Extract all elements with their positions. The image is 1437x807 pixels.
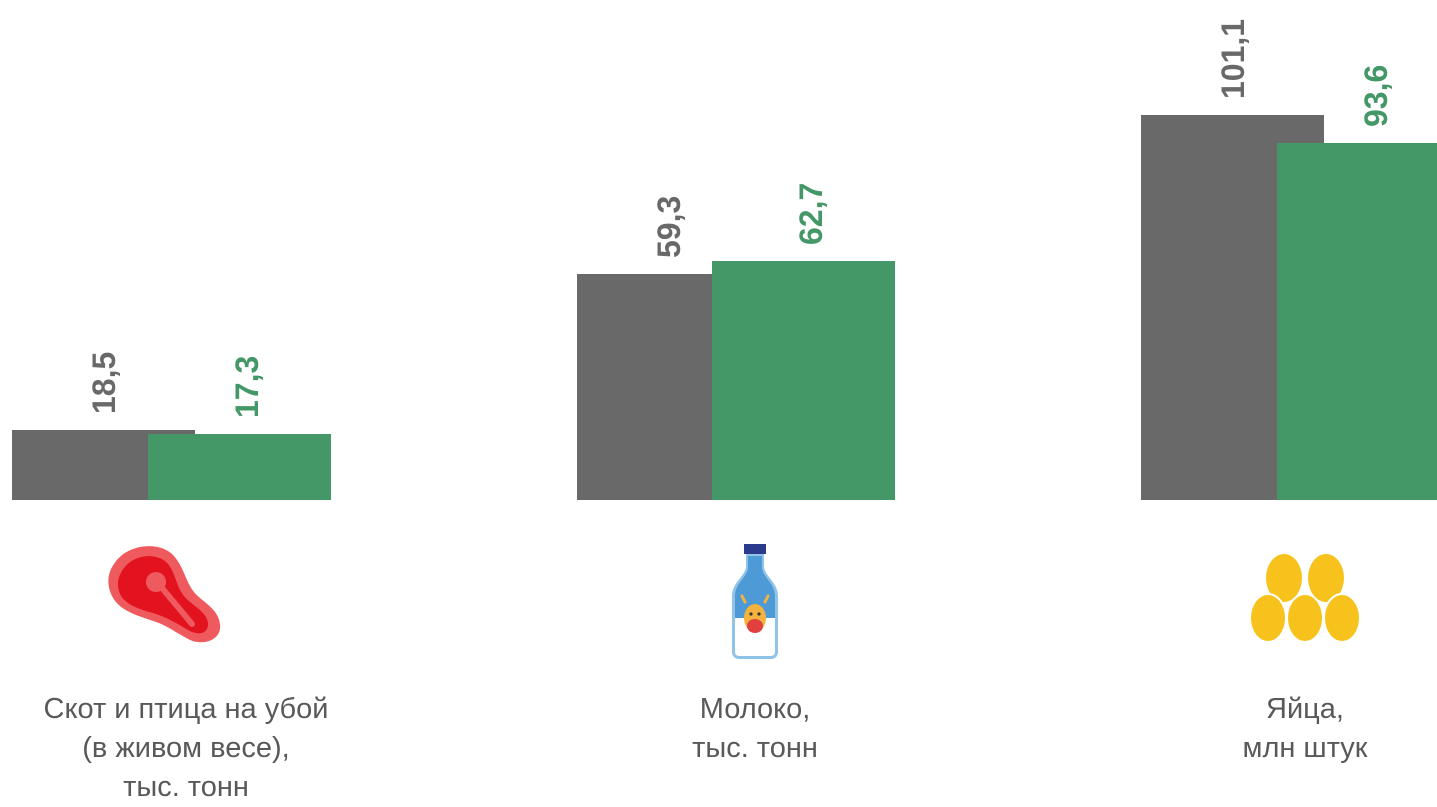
- milk-bottle-icon: [732, 544, 778, 659]
- category-label-line: тыс. тонн: [123, 771, 249, 803]
- category-label-line: тыс. тонн: [692, 732, 818, 764]
- category-label-milk: Молоко, тыс. тонн: [555, 690, 955, 768]
- value-label-previous-milk: 59,3: [651, 195, 687, 259]
- value-label-current-milk: 62,7: [793, 182, 829, 246]
- category-label-line: (в живом весе),: [82, 732, 290, 764]
- value-label-current-eggs: 93,6: [1358, 65, 1394, 128]
- value-label-previous-livestock: 18,5: [86, 351, 122, 414]
- value-label-previous-eggs: 101,1: [1215, 18, 1251, 99]
- category-label-line: Скот и птица на убой: [43, 693, 329, 725]
- bar-current-milk: [712, 261, 895, 500]
- bar-current-eggs: [1277, 143, 1437, 500]
- category-label-line: Яйца,: [1266, 693, 1344, 725]
- value-label-current-livestock: 17,3: [229, 355, 265, 419]
- meat-icon: [108, 546, 221, 643]
- eggs-icon: [1249, 554, 1361, 643]
- category-label-livestock: Скот и птица на убой (в живом весе), тыс…: [0, 690, 386, 807]
- category-label-line: млн штук: [1242, 732, 1368, 764]
- bar-current-livestock: [148, 434, 331, 500]
- category-label-line: Молоко,: [699, 693, 811, 725]
- category-label-eggs: Яйца, млн штук: [1105, 690, 1437, 768]
